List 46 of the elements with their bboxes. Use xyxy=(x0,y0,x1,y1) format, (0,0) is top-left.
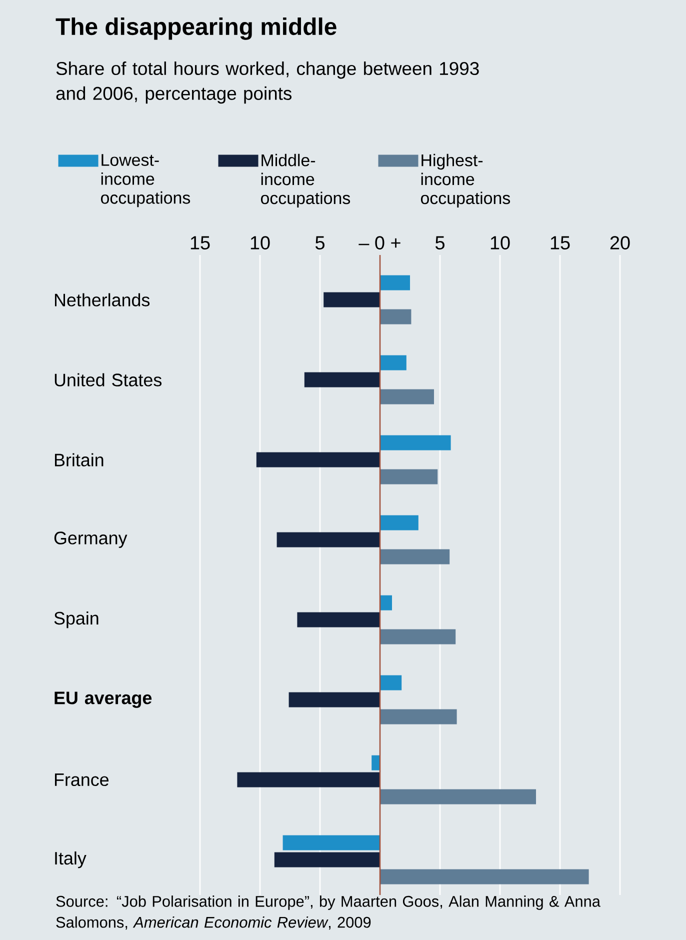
bar xyxy=(380,275,410,290)
bar xyxy=(380,549,450,564)
y-tick-label: Spain xyxy=(54,611,98,628)
y-tick-label: France xyxy=(54,774,109,786)
x-tick-label: 15 xyxy=(190,236,210,250)
y-tick-label: Germany xyxy=(54,532,128,548)
y-tick-label: Italy xyxy=(55,851,86,868)
y-tick-label: United States xyxy=(54,373,162,386)
bar xyxy=(282,835,380,850)
bar xyxy=(380,709,457,724)
x-tick-label: 10 xyxy=(490,236,510,250)
chart-title: The disappearing middle xyxy=(56,18,336,40)
bar xyxy=(380,675,402,690)
bar xyxy=(288,692,380,708)
bar xyxy=(380,469,438,484)
legend-label: Middle-income occupations xyxy=(260,154,350,208)
bar xyxy=(274,852,380,868)
bar xyxy=(380,435,451,450)
bar xyxy=(380,595,392,610)
y-tick-label: EU average xyxy=(54,692,152,708)
x-tick-label: – 0 + xyxy=(358,236,400,250)
bar xyxy=(324,292,380,308)
chart-subtitle: Share of total hours worked, change between 1993 and 2006, percentage points xyxy=(56,62,479,104)
bar xyxy=(372,755,380,770)
y-tick-label: Netherlands xyxy=(54,293,150,306)
legend-label: Lowest-income occupations xyxy=(101,154,190,208)
x-tick-label: 5 xyxy=(435,236,444,250)
bar xyxy=(380,355,406,370)
bar xyxy=(276,532,380,548)
x-tick-label: 5 xyxy=(315,236,324,250)
bar xyxy=(256,452,380,468)
legend-label: Highest-income occupations xyxy=(420,154,510,208)
bar xyxy=(237,772,380,788)
x-tick-label: 20 xyxy=(610,236,630,250)
bar xyxy=(380,309,412,324)
bar xyxy=(297,612,380,628)
y-tick-label: Britain xyxy=(54,453,104,466)
bar xyxy=(304,372,380,388)
x-tick-label: 10 xyxy=(250,236,270,250)
bar xyxy=(380,869,589,884)
bar xyxy=(380,789,536,804)
x-tick-label: 15 xyxy=(550,236,570,250)
source-note: Source: “Job Polarisation in Europe”, by Maarten Goos, Alan Manning & Anna Salomons, American Economic Review, 2009 xyxy=(56,896,600,930)
bar xyxy=(380,389,434,404)
bar xyxy=(380,629,456,644)
bar xyxy=(380,515,418,530)
